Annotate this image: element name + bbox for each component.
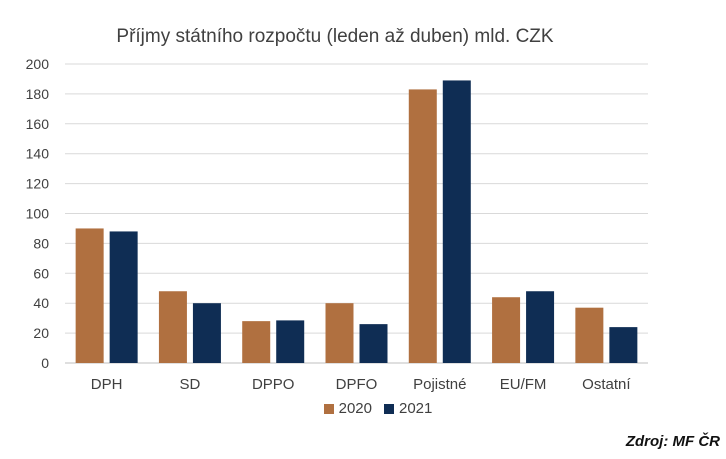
y-axis-ticks: 0 20 40 60 80 100 120 140 160 180 200 xyxy=(26,56,50,371)
bars xyxy=(75,80,638,363)
x-category-label: Ostatní xyxy=(582,376,631,393)
x-axis-categories: DPH SD DPPO DPFO Pojistné EU/FM Ostatní xyxy=(91,376,632,393)
source-note: Zdroj: MF ČR xyxy=(625,433,720,450)
y-tick-label: 140 xyxy=(26,146,50,162)
bar-2020-dppo xyxy=(242,321,271,363)
y-tick-label: 80 xyxy=(33,235,49,251)
y-tick-label: 60 xyxy=(33,265,49,281)
chart-title: Příjmy státního rozpočtu (leden až duben… xyxy=(116,26,554,47)
x-category-label: EU/FM xyxy=(500,376,547,393)
legend: 2020 2021 xyxy=(0,400,726,417)
bar-2021-dpfo xyxy=(359,324,388,363)
bar-2021-eu-fm xyxy=(526,291,555,363)
y-tick-label: 0 xyxy=(41,355,49,371)
bar-2020-dph xyxy=(75,228,104,363)
y-tick-label: 20 xyxy=(33,325,49,341)
y-tick-label: 160 xyxy=(26,116,50,132)
y-tick-label: 40 xyxy=(33,295,49,311)
y-tick-label: 120 xyxy=(26,176,50,192)
y-tick-label: 200 xyxy=(26,56,50,72)
x-category-label: DPH xyxy=(91,376,123,393)
gridlines xyxy=(65,63,648,364)
bar-2020-pojistn- xyxy=(408,89,437,363)
x-category-label: Pojistné xyxy=(413,376,466,393)
legend-label-2020: 2020 xyxy=(338,400,372,417)
bar-2021-dph xyxy=(109,231,138,363)
x-category-label: SD xyxy=(180,376,201,393)
y-tick-label: 180 xyxy=(26,86,50,102)
legend-swatch-2021 xyxy=(384,403,394,414)
x-category-label: DPFO xyxy=(336,376,378,393)
legend-label-2021: 2021 xyxy=(399,400,433,417)
bar-2021-pojistn- xyxy=(442,80,471,363)
legend-swatch-2020 xyxy=(323,403,334,414)
bar-2020-eu-fm xyxy=(492,297,521,363)
x-category-label: DPPO xyxy=(252,376,295,393)
y-tick-label: 100 xyxy=(26,206,50,222)
bar-2021-ostatn- xyxy=(609,327,638,363)
bar-2020-ostatn- xyxy=(575,307,604,363)
legend-item-2021: 2021 xyxy=(384,400,432,417)
bar-2020-sd xyxy=(158,291,187,363)
legend-item-2020: 2020 xyxy=(323,400,372,417)
bar-2021-dppo xyxy=(276,320,305,363)
bar-2021-sd xyxy=(192,303,221,363)
bar-2020-dpfo xyxy=(325,303,354,363)
